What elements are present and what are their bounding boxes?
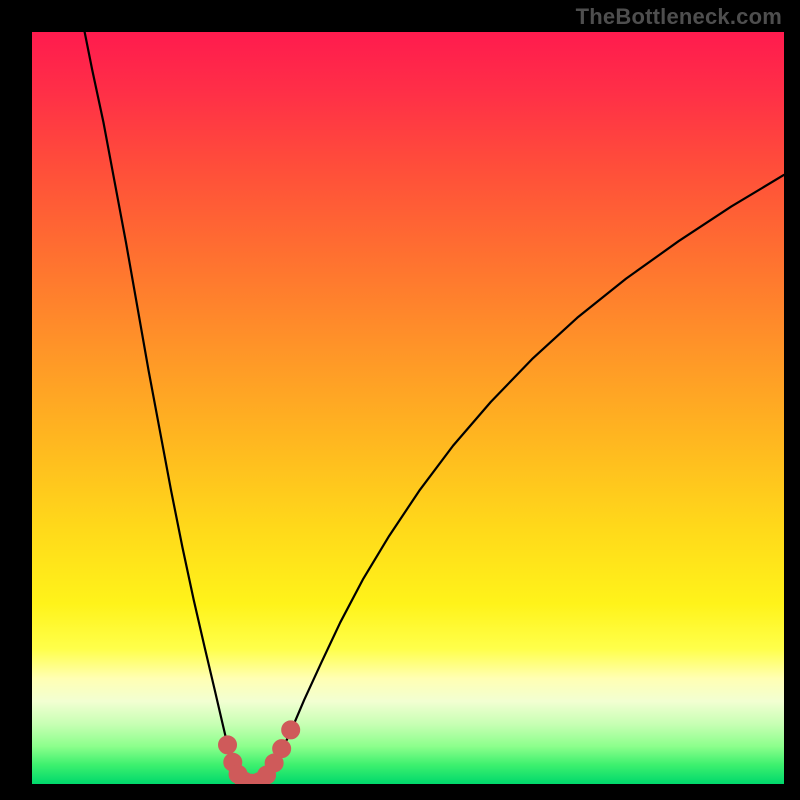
chart-stage: TheBottleneck.com	[0, 0, 800, 800]
marker-cluster	[219, 721, 300, 784]
watermark-text: TheBottleneck.com	[576, 4, 782, 30]
marker-dot	[219, 736, 237, 754]
curve-left	[85, 32, 252, 784]
curve-right	[252, 175, 784, 784]
marker-dot	[273, 740, 291, 758]
plot-area	[32, 32, 784, 784]
curves-layer	[32, 32, 784, 784]
marker-dot	[282, 721, 300, 739]
